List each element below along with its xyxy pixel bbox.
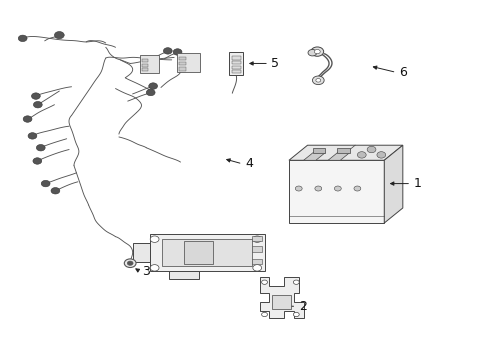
- Polygon shape: [133, 243, 150, 262]
- Polygon shape: [289, 160, 384, 223]
- Circle shape: [253, 265, 262, 271]
- Text: 6: 6: [399, 66, 407, 79]
- Polygon shape: [384, 145, 403, 223]
- Bar: [272, 295, 292, 309]
- Bar: [232, 61, 241, 64]
- Text: 5: 5: [271, 57, 279, 70]
- Circle shape: [124, 259, 136, 267]
- Bar: [179, 57, 186, 60]
- Circle shape: [127, 261, 133, 265]
- Circle shape: [262, 280, 268, 284]
- Circle shape: [315, 49, 320, 54]
- Circle shape: [36, 144, 45, 151]
- Bar: [229, 52, 243, 75]
- Polygon shape: [169, 271, 198, 279]
- Circle shape: [295, 186, 302, 191]
- Circle shape: [253, 236, 262, 242]
- Bar: [252, 246, 262, 252]
- Circle shape: [173, 49, 182, 55]
- Circle shape: [28, 133, 37, 139]
- Circle shape: [23, 116, 32, 122]
- Circle shape: [18, 35, 27, 41]
- Text: 3: 3: [143, 265, 150, 278]
- Circle shape: [150, 236, 159, 242]
- Circle shape: [334, 186, 341, 191]
- Circle shape: [311, 47, 324, 56]
- Bar: [252, 235, 262, 241]
- Bar: [176, 53, 200, 72]
- Bar: [143, 59, 148, 62]
- Bar: [232, 70, 241, 73]
- Bar: [143, 68, 148, 71]
- Bar: [232, 66, 241, 69]
- Bar: [140, 55, 159, 73]
- Circle shape: [354, 186, 361, 191]
- Circle shape: [31, 93, 40, 99]
- Circle shape: [54, 32, 64, 39]
- Circle shape: [51, 188, 60, 194]
- Bar: [184, 241, 213, 264]
- Text: 2: 2: [299, 300, 307, 313]
- Circle shape: [367, 146, 376, 153]
- Bar: [179, 67, 186, 71]
- Polygon shape: [337, 148, 349, 153]
- Circle shape: [377, 152, 386, 158]
- Bar: [143, 64, 148, 67]
- Polygon shape: [313, 148, 325, 153]
- Bar: [232, 56, 241, 59]
- Polygon shape: [304, 153, 325, 160]
- Bar: [162, 239, 252, 266]
- Circle shape: [41, 180, 50, 187]
- Text: 1: 1: [414, 177, 421, 190]
- Circle shape: [262, 312, 268, 317]
- Circle shape: [163, 48, 172, 54]
- Circle shape: [313, 76, 324, 85]
- Circle shape: [33, 158, 42, 164]
- Circle shape: [294, 280, 299, 284]
- Circle shape: [357, 152, 366, 158]
- Circle shape: [149, 83, 158, 89]
- Circle shape: [308, 49, 317, 56]
- Circle shape: [315, 186, 322, 191]
- Polygon shape: [328, 153, 349, 160]
- Polygon shape: [260, 277, 304, 318]
- Circle shape: [294, 312, 299, 317]
- Polygon shape: [150, 234, 265, 271]
- Polygon shape: [289, 145, 403, 160]
- Bar: [179, 62, 186, 65]
- Circle shape: [33, 102, 42, 108]
- Circle shape: [150, 265, 159, 271]
- Circle shape: [316, 78, 321, 82]
- Bar: [252, 259, 262, 264]
- Circle shape: [147, 89, 155, 96]
- Text: 4: 4: [245, 157, 253, 170]
